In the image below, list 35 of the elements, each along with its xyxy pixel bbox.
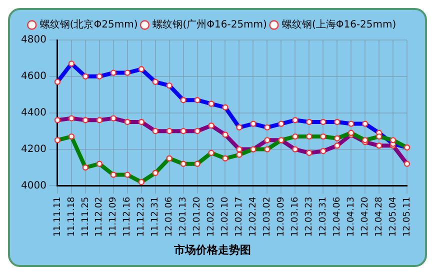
x-tick-label: 12.03.23	[304, 196, 314, 237]
x-tick-label: 12.03.02	[262, 196, 273, 237]
text: 市场价格走势图	[173, 243, 251, 256]
x-tick-label: 11.12.09	[108, 196, 119, 237]
x-tick-label: 11.11.25	[80, 196, 91, 237]
x-tick-label: 12.01.06	[164, 196, 175, 237]
y-tick-label: 4800	[20, 34, 46, 46]
x-tick-label: 12.03.09	[276, 196, 287, 237]
x-tick-label: 12.01.20	[192, 196, 203, 237]
x-tick-label: 12.02.17	[234, 196, 245, 237]
x-tick-label: 12.02.03	[206, 196, 217, 237]
x-tick-label: 12.05.04	[388, 196, 398, 237]
x-tick-label: 12.03.31	[318, 196, 328, 237]
legend-label: 螺纹钢(北京Φ25mm)	[40, 18, 138, 31]
legend-label: 螺纹钢(广州Φ16-25mm)	[152, 18, 268, 31]
x-tick-label: 11.12.23	[136, 196, 147, 237]
x-tick-label: 11.12.16	[122, 196, 133, 237]
x-tick-label: 12.05.11	[402, 196, 412, 237]
x-tick-label: 11.11.18	[66, 196, 77, 237]
y-tick-label: 4600	[20, 71, 46, 82]
y-tick-label: 4200	[20, 144, 46, 155]
x-tick-label: 11.11.11	[52, 196, 63, 237]
x-tick-label: 12.02.24	[248, 196, 259, 237]
legend-label: 螺纹钢(上海Φ16-25mm)	[282, 18, 396, 31]
x-tick-label: 11.12.31	[150, 196, 161, 237]
x-tick-label: 12.02.10	[220, 196, 231, 237]
y-tick-label: 4400	[20, 107, 46, 118]
x-tick-label: 12.01.13	[178, 196, 189, 237]
y-tick-label: 4000	[20, 180, 46, 192]
x-tick-label: 12.03.16	[290, 196, 300, 237]
x-tick-label: 12.04.20	[360, 196, 370, 237]
x-tick-label: 11.12.02	[94, 196, 105, 237]
x-tick-label: 12.04.28	[374, 196, 384, 237]
x-tick-label: 12.04.06	[332, 196, 342, 237]
x-tick-label: 12.04.13	[346, 196, 356, 237]
